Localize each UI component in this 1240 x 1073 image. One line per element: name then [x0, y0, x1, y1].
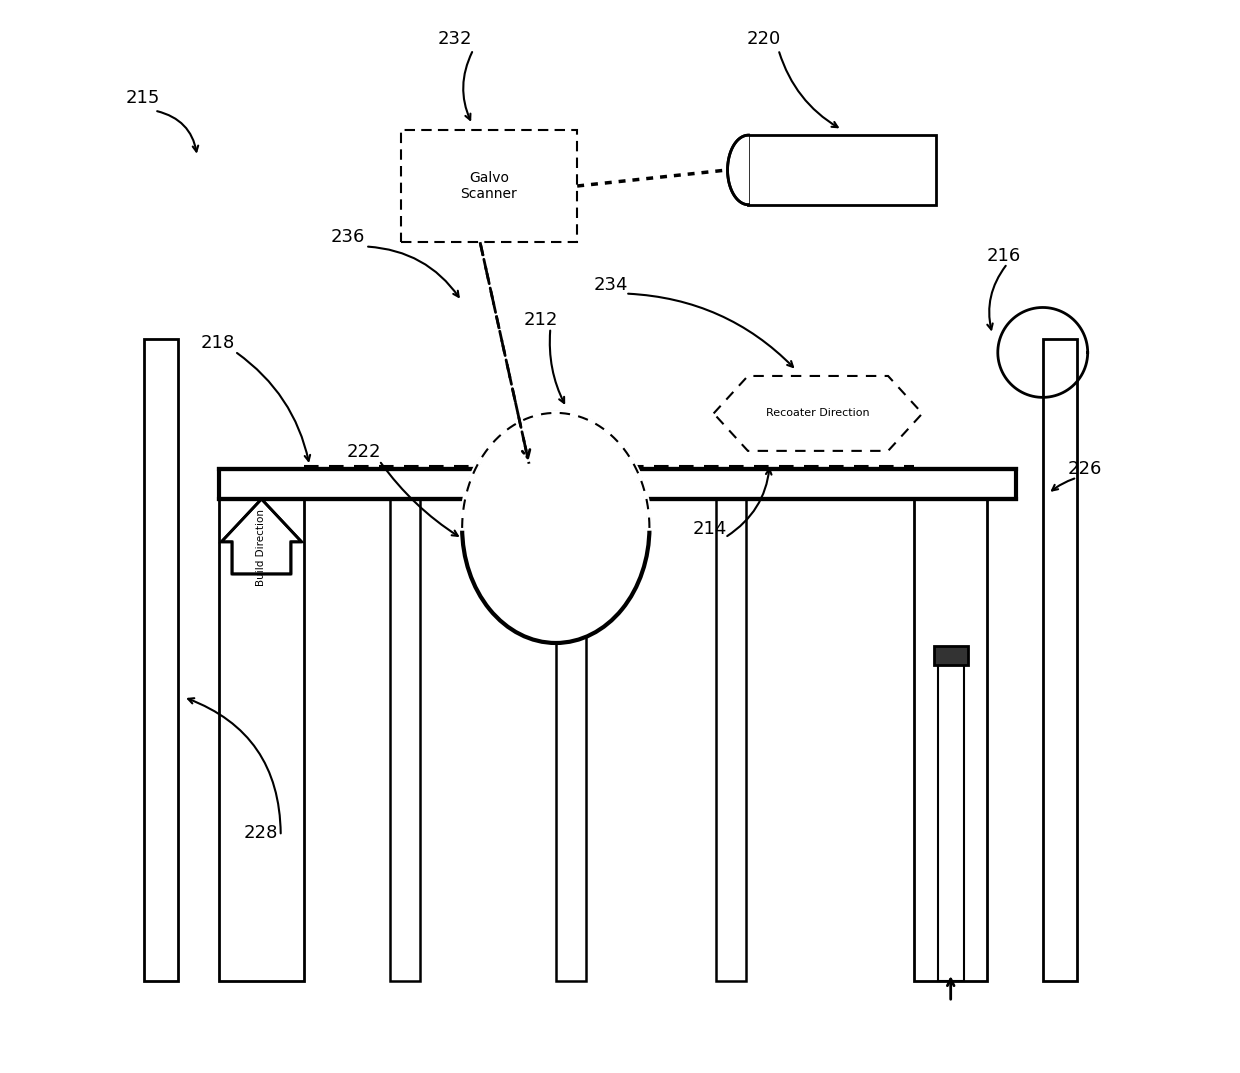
Bar — [934, 646, 968, 665]
Text: Build Direction: Build Direction — [257, 509, 267, 586]
Bar — [1043, 338, 1078, 981]
Text: 216: 216 — [987, 248, 1022, 265]
Bar — [218, 488, 304, 981]
Text: Recoater Direction: Recoater Direction — [766, 409, 869, 418]
Text: 226: 226 — [1068, 460, 1101, 479]
Bar — [144, 338, 179, 981]
Text: 218: 218 — [201, 334, 234, 352]
Text: 214: 214 — [693, 520, 727, 539]
Polygon shape — [714, 376, 923, 451]
Ellipse shape — [463, 413, 650, 643]
Polygon shape — [728, 135, 749, 205]
Text: 215: 215 — [125, 89, 160, 107]
Text: 234: 234 — [593, 277, 627, 294]
Bar — [749, 135, 936, 205]
Bar — [914, 469, 987, 981]
Text: Galvo
Scanner: Galvo Scanner — [460, 171, 517, 201]
Bar — [937, 665, 963, 981]
Text: 222: 222 — [347, 443, 382, 461]
Polygon shape — [222, 499, 301, 574]
Bar — [218, 469, 1016, 499]
Text: 212: 212 — [523, 310, 558, 328]
Bar — [389, 499, 420, 981]
Bar — [401, 130, 577, 242]
Text: 232: 232 — [438, 30, 472, 48]
Text: 236: 236 — [331, 229, 366, 246]
Bar — [717, 499, 746, 981]
Bar — [556, 499, 585, 981]
Text: 220: 220 — [746, 30, 780, 48]
Text: 228: 228 — [243, 824, 278, 842]
